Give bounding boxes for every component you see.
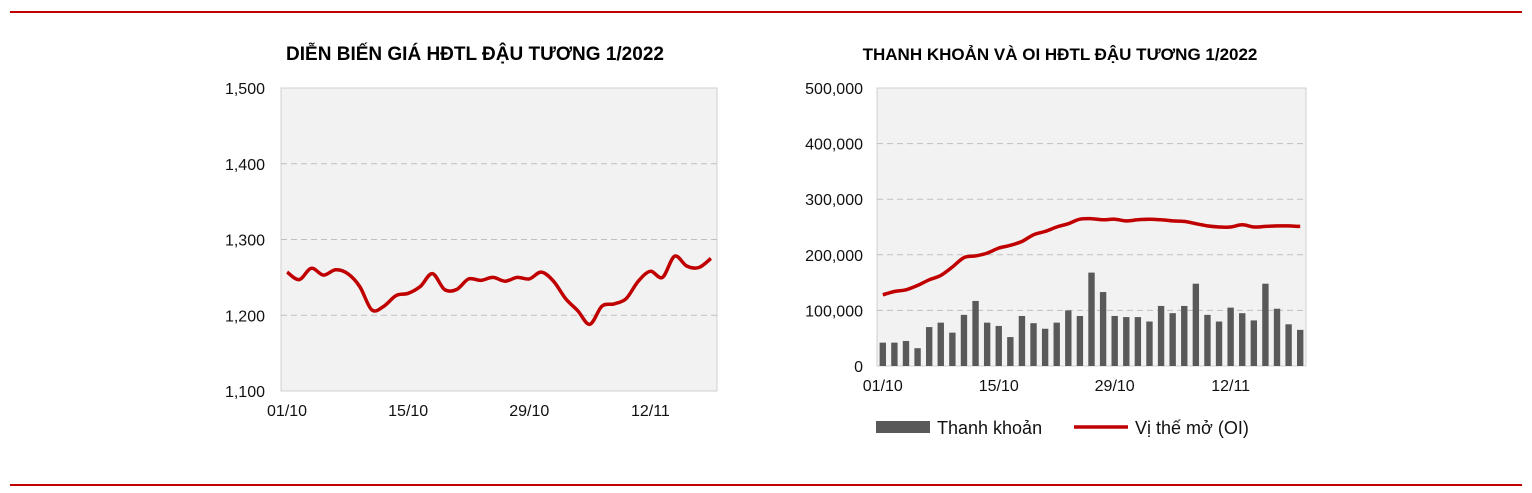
liquidity-bar xyxy=(1030,323,1037,366)
liquidity-bar xyxy=(983,322,991,366)
liquidity-bar xyxy=(1076,315,1084,366)
y-tick-label: 500,000 xyxy=(805,81,863,98)
liquidity-bar xyxy=(902,340,910,366)
liquidity-bar xyxy=(1262,283,1269,366)
top-rule xyxy=(10,11,1522,13)
bottom-rule xyxy=(10,484,1522,486)
liquidity-bar xyxy=(879,342,886,366)
y-tick-label: 1,200 xyxy=(225,308,265,325)
liquidity-bar xyxy=(1250,320,1258,366)
y-tick-label: 200,000 xyxy=(805,248,863,265)
liquidity-bar xyxy=(914,348,921,366)
liquidity-bar xyxy=(1146,321,1153,366)
x-tick-label: 15/10 xyxy=(388,403,428,420)
liquidity-bar xyxy=(1111,315,1118,366)
liquidity-bar xyxy=(1204,314,1211,366)
y-tick-label: 1,400 xyxy=(225,157,265,174)
y-tick-label: 0 xyxy=(854,359,863,376)
y-tick-label: 1,500 xyxy=(225,81,265,98)
liquidity-bar xyxy=(925,327,933,366)
liquidity-bar xyxy=(1041,328,1049,366)
liquidity-bar xyxy=(1239,313,1246,366)
liquidity-bar xyxy=(1157,305,1165,366)
liquidity-bar xyxy=(960,314,968,366)
liquidity-bar xyxy=(1192,283,1200,366)
x-tick-label: 29/10 xyxy=(1095,378,1135,395)
y-tick-label: 100,000 xyxy=(805,303,863,320)
liquidity-bar xyxy=(949,332,956,366)
x-tick-label: 01/10 xyxy=(267,403,307,420)
liquidity-bar xyxy=(1215,321,1223,366)
liquidity-bar xyxy=(1123,317,1130,366)
liquidity-bar xyxy=(972,300,979,366)
liquidity-bar xyxy=(1227,307,1234,366)
y-tick-label: 300,000 xyxy=(805,192,863,209)
liquidity-bar xyxy=(1285,324,1292,366)
liquidity-bar xyxy=(1088,272,1095,366)
y-tick-label: 1,100 xyxy=(225,384,265,401)
y-tick-label: 1,300 xyxy=(225,233,265,250)
liquidity-bar xyxy=(891,342,898,366)
liquidity-bar xyxy=(1099,292,1107,366)
legend-label-oi: Vị thế mở (OI) xyxy=(1135,418,1249,438)
legend-bar-swatch xyxy=(876,421,930,433)
price-chart-title: DIỄN BIẾN GIÁ HĐTL ĐẬU TƯƠNG 1/2022 xyxy=(286,44,664,65)
legend-label-liquidity: Thanh khoản xyxy=(937,418,1042,438)
liquidity-chart-title: THANH KHOẢN VÀ OI HĐTL ĐẬU TƯƠNG 1/2022 xyxy=(862,45,1258,64)
liquidity-bar xyxy=(1297,329,1304,366)
liquidity-bar xyxy=(1018,315,1026,366)
x-tick-label: 12/11 xyxy=(631,403,670,420)
liquidity-bar xyxy=(1169,313,1176,366)
liquidity-bar xyxy=(1007,337,1014,366)
x-tick-label: 12/11 xyxy=(1211,378,1250,395)
price-line-chart: 1,100 1,200 1,300 1,400 1,500 01/10 15/10 29/10… xyxy=(225,81,718,420)
price-series-line xyxy=(286,254,713,327)
oi-series-line xyxy=(882,216,1301,297)
liquidity-bar xyxy=(1134,317,1142,366)
liquidity-bar xyxy=(937,322,944,366)
y-tick-label: 400,000 xyxy=(805,137,863,154)
liquidity-bar xyxy=(1065,310,1072,366)
liquidity-bar xyxy=(1053,322,1060,366)
x-tick-label: 01/10 xyxy=(863,378,903,395)
liquidity-bar xyxy=(1273,308,1281,366)
x-tick-label: 29/10 xyxy=(509,403,549,420)
liquidity-bar xyxy=(1181,305,1188,366)
liquidity-bar xyxy=(995,325,1002,366)
x-tick-label: 15/10 xyxy=(979,378,1019,395)
